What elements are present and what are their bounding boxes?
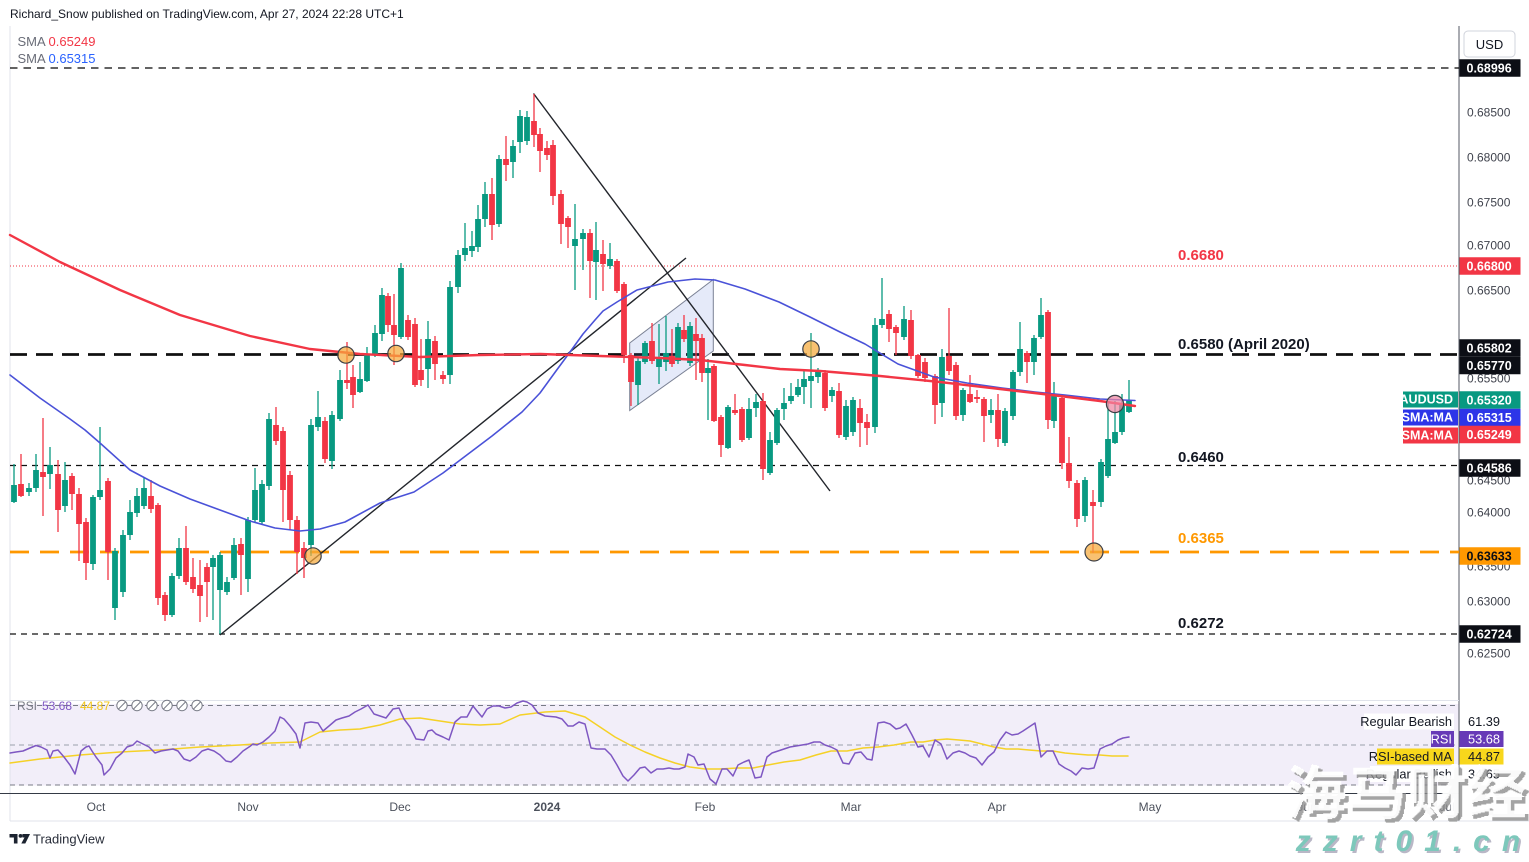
svg-text:Nov: Nov <box>237 800 258 814</box>
svg-text:Feb: Feb <box>695 800 716 814</box>
svg-text:0.6460: 0.6460 <box>1178 449 1224 466</box>
svg-text:53.68: 53.68 <box>42 699 72 713</box>
svg-text:SMA:MA: SMA:MA <box>1402 411 1453 425</box>
svg-text:0.64000: 0.64000 <box>1467 506 1511 520</box>
svg-text:0.65249: 0.65249 <box>49 34 96 49</box>
svg-text:2024: 2024 <box>534 800 561 814</box>
svg-text:0.65770: 0.65770 <box>1467 359 1512 373</box>
svg-text:0.65802: 0.65802 <box>1467 342 1512 356</box>
svg-text:0.63000: 0.63000 <box>1467 595 1511 609</box>
svg-text:0.63633: 0.63633 <box>1467 550 1512 564</box>
svg-text:SMA: SMA <box>18 34 47 49</box>
svg-text:0.67500: 0.67500 <box>1467 196 1511 210</box>
svg-text:44.87: 44.87 <box>80 699 110 713</box>
svg-text:0.62724: 0.62724 <box>1467 628 1512 642</box>
svg-text:0.62500: 0.62500 <box>1467 647 1511 661</box>
svg-text:0.65500: 0.65500 <box>1467 372 1511 386</box>
svg-text:0.65249: 0.65249 <box>1467 428 1512 442</box>
svg-text:0.66500: 0.66500 <box>1467 284 1511 298</box>
svg-text:AUDUSD: AUDUSD <box>1400 393 1453 407</box>
svg-text:zzrt01.cn: zzrt01.cn <box>1297 827 1529 857</box>
svg-text:RSI: RSI <box>17 699 37 713</box>
svg-text:0.68000: 0.68000 <box>1467 151 1511 165</box>
svg-text:0.68996: 0.68996 <box>1467 62 1512 76</box>
svg-text:0.65320: 0.65320 <box>1467 394 1512 408</box>
svg-text:0.6580 (April 2020): 0.6580 (April 2020) <box>1178 336 1310 353</box>
svg-text:0.65315: 0.65315 <box>49 51 96 66</box>
svg-text:zzrt01.cn: zzrt01.cn <box>1295 825 1529 857</box>
svg-text:0.66800: 0.66800 <box>1467 260 1512 274</box>
svg-text:0.68500: 0.68500 <box>1467 106 1511 120</box>
svg-text:0.6272: 0.6272 <box>1178 615 1224 632</box>
svg-text:61.39: 61.39 <box>1468 714 1500 729</box>
svg-text:Apr: Apr <box>988 800 1007 814</box>
svg-text:0.67000: 0.67000 <box>1467 239 1511 253</box>
svg-text:Regular Bearish: Regular Bearish <box>1360 714 1452 729</box>
svg-text:0.6365: 0.6365 <box>1178 530 1224 547</box>
svg-text:0.6680: 0.6680 <box>1178 247 1224 264</box>
svg-text:0.64586: 0.64586 <box>1467 462 1512 476</box>
svg-text:0.64500: 0.64500 <box>1467 474 1511 488</box>
svg-text:Mar: Mar <box>841 800 862 814</box>
svg-text:SMA:MA: SMA:MA <box>1402 429 1453 443</box>
svg-text:RSI-based MA: RSI-based MA <box>1369 749 1453 764</box>
svg-text:Dec: Dec <box>389 800 410 814</box>
svg-text:0.65315: 0.65315 <box>1467 411 1512 425</box>
svg-text:53.68: 53.68 <box>1468 732 1500 747</box>
svg-text:USD: USD <box>1476 37 1503 52</box>
svg-text:May: May <box>1139 800 1162 814</box>
svg-text:SMA: SMA <box>18 51 47 66</box>
svg-text:Richard_Snow published on Trad: Richard_Snow published on TradingView.co… <box>10 7 404 21</box>
svg-text:TradingView: TradingView <box>33 832 105 847</box>
svg-text:44.87: 44.87 <box>1468 749 1500 764</box>
svg-text:Oct: Oct <box>87 800 106 814</box>
svg-text:RSI: RSI <box>1431 732 1452 747</box>
